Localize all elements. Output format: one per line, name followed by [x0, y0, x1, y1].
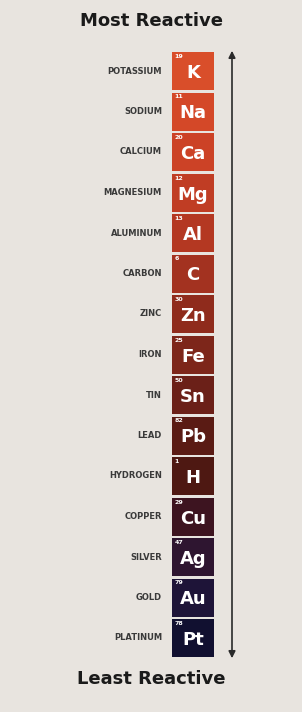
- Text: 6: 6: [175, 256, 179, 261]
- Text: 78: 78: [175, 621, 183, 626]
- Text: Ca: Ca: [180, 145, 206, 163]
- Text: Na: Na: [179, 105, 207, 122]
- FancyBboxPatch shape: [172, 174, 214, 211]
- Text: Ag: Ag: [180, 550, 206, 568]
- FancyBboxPatch shape: [172, 214, 214, 252]
- Text: CALCIUM: CALCIUM: [120, 147, 162, 157]
- Text: 47: 47: [175, 540, 183, 545]
- FancyBboxPatch shape: [172, 335, 214, 374]
- Text: 19: 19: [175, 54, 183, 59]
- FancyBboxPatch shape: [172, 93, 214, 130]
- Text: 82: 82: [175, 419, 183, 424]
- Text: SODIUM: SODIUM: [124, 107, 162, 116]
- Text: Pb: Pb: [180, 429, 206, 446]
- Text: Least Reactive: Least Reactive: [77, 670, 225, 688]
- Text: IRON: IRON: [139, 350, 162, 359]
- Text: ZINC: ZINC: [140, 310, 162, 318]
- Text: Al: Al: [183, 226, 203, 244]
- FancyBboxPatch shape: [172, 498, 214, 535]
- FancyBboxPatch shape: [172, 619, 214, 657]
- Text: Most Reactive: Most Reactive: [79, 12, 223, 30]
- FancyBboxPatch shape: [172, 578, 214, 617]
- Text: 25: 25: [175, 337, 183, 342]
- Text: 20: 20: [175, 135, 183, 140]
- FancyBboxPatch shape: [172, 295, 214, 333]
- FancyBboxPatch shape: [172, 376, 214, 414]
- Text: Cu: Cu: [180, 510, 206, 528]
- Text: HYDROGEN: HYDROGEN: [109, 471, 162, 481]
- FancyBboxPatch shape: [172, 417, 214, 454]
- FancyBboxPatch shape: [172, 133, 214, 171]
- Text: 50: 50: [175, 378, 183, 383]
- Text: Pt: Pt: [182, 631, 204, 649]
- Text: 12: 12: [175, 175, 183, 181]
- Text: 79: 79: [175, 580, 183, 585]
- Text: CARBON: CARBON: [123, 269, 162, 278]
- Text: LEAD: LEAD: [138, 431, 162, 440]
- Text: 29: 29: [175, 500, 183, 505]
- Text: 1: 1: [175, 459, 179, 464]
- Text: POTASSIUM: POTASSIUM: [108, 66, 162, 75]
- Text: COPPER: COPPER: [124, 512, 162, 521]
- Text: GOLD: GOLD: [136, 593, 162, 602]
- Text: TIN: TIN: [146, 390, 162, 399]
- Text: 30: 30: [175, 297, 183, 302]
- FancyBboxPatch shape: [172, 457, 214, 495]
- Text: 13: 13: [175, 216, 183, 221]
- Text: Zn: Zn: [180, 307, 206, 325]
- Text: Sn: Sn: [180, 388, 206, 406]
- FancyBboxPatch shape: [172, 538, 214, 576]
- Text: K: K: [186, 64, 200, 82]
- FancyBboxPatch shape: [172, 52, 214, 90]
- Text: H: H: [185, 469, 201, 487]
- Text: MAGNESIUM: MAGNESIUM: [104, 188, 162, 197]
- Text: Mg: Mg: [178, 186, 208, 204]
- Text: C: C: [186, 266, 200, 285]
- Text: 11: 11: [175, 95, 183, 100]
- Text: Fe: Fe: [181, 347, 205, 365]
- FancyBboxPatch shape: [172, 254, 214, 293]
- Text: PLATINUM: PLATINUM: [114, 634, 162, 642]
- Text: ALUMINUM: ALUMINUM: [111, 229, 162, 238]
- Text: Au: Au: [180, 590, 206, 609]
- Text: SILVER: SILVER: [130, 553, 162, 562]
